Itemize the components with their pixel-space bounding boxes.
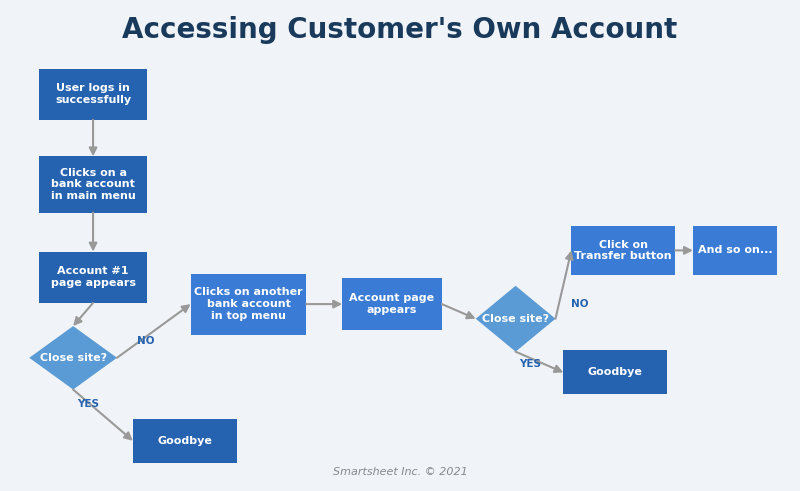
- Text: Account #1
page appears: Account #1 page appears: [50, 267, 135, 288]
- FancyBboxPatch shape: [39, 251, 147, 303]
- Text: Close site?: Close site?: [482, 314, 549, 324]
- Text: Clicks on another
bank account
in top menu: Clicks on another bank account in top me…: [194, 288, 303, 321]
- Text: Clicks on a
bank account
in main menu: Clicks on a bank account in main menu: [50, 168, 135, 201]
- FancyBboxPatch shape: [39, 157, 147, 213]
- FancyBboxPatch shape: [563, 351, 667, 394]
- Text: YES: YES: [519, 359, 542, 369]
- Text: And so on...: And so on...: [698, 246, 772, 255]
- FancyBboxPatch shape: [190, 273, 306, 334]
- FancyBboxPatch shape: [133, 419, 237, 463]
- FancyBboxPatch shape: [571, 226, 675, 275]
- Text: Goodbye: Goodbye: [588, 367, 642, 378]
- Text: Smartsheet Inc. © 2021: Smartsheet Inc. © 2021: [333, 467, 467, 477]
- Text: Accessing Customer's Own Account: Accessing Customer's Own Account: [122, 16, 678, 44]
- Text: Account page
appears: Account page appears: [350, 293, 434, 315]
- FancyBboxPatch shape: [342, 278, 442, 330]
- Polygon shape: [30, 326, 117, 389]
- Text: YES: YES: [77, 399, 99, 409]
- FancyBboxPatch shape: [693, 226, 777, 275]
- Polygon shape: [476, 286, 555, 352]
- Text: NO: NO: [137, 335, 154, 346]
- Text: NO: NO: [571, 299, 589, 309]
- Text: Click on
Transfer button: Click on Transfer button: [574, 240, 672, 261]
- Text: Goodbye: Goodbye: [158, 436, 212, 446]
- Text: User logs in
successfully: User logs in successfully: [55, 83, 131, 105]
- FancyBboxPatch shape: [39, 69, 147, 120]
- Text: Close site?: Close site?: [39, 353, 106, 363]
